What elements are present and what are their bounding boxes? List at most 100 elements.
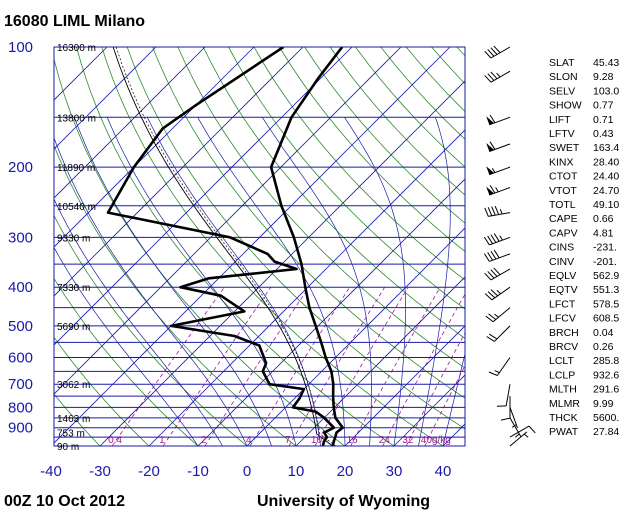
wind-barb-flag xyxy=(484,75,492,83)
wind-barb-staff xyxy=(505,384,511,406)
index-name: EQTV xyxy=(549,284,578,296)
wind-barb xyxy=(483,249,511,262)
index-value: 4.81 xyxy=(593,227,614,239)
index-name: LCLT xyxy=(549,355,574,367)
index-name: THCK xyxy=(549,412,578,424)
temperature-tick-label: 10 xyxy=(288,463,305,480)
pressure-tick-label: 700 xyxy=(8,376,33,393)
wind-barb-flag xyxy=(528,425,536,434)
isotherm xyxy=(54,47,353,346)
temperature-tick-label: -30 xyxy=(89,463,111,480)
wind-barb-staff xyxy=(509,425,530,438)
wind-barb xyxy=(496,384,511,407)
wind-barb-flag xyxy=(494,205,500,215)
index-value: 0.77 xyxy=(593,100,614,112)
index-value: -231. xyxy=(593,242,617,254)
index-value: 9.28 xyxy=(593,71,614,83)
height-label: 10540 m xyxy=(57,202,96,213)
isotherm xyxy=(54,47,157,150)
wind-barb xyxy=(485,307,511,323)
index-name: LFCT xyxy=(549,298,576,310)
moist-adiabat xyxy=(261,117,372,446)
moist-adiabat xyxy=(74,117,272,446)
moist-adiabat xyxy=(344,117,406,446)
moist-adiabat xyxy=(146,117,321,446)
mixing-ratio-line xyxy=(382,293,465,446)
index-name: PWAT xyxy=(549,426,579,438)
wind-barb-flag xyxy=(490,234,497,243)
pressure-axis: 100 200 300 400 500 600 700 800 900 xyxy=(8,39,33,437)
mixing-ratio-label: 40g/kg xyxy=(421,435,451,446)
wind-barb-half-flag xyxy=(499,209,503,215)
plot-frame xyxy=(53,46,466,447)
temperature-profile xyxy=(269,47,345,446)
wind-barb-flag xyxy=(490,47,498,55)
height-label: 16300 m xyxy=(57,43,96,54)
index-name: SHOW xyxy=(549,100,582,112)
height-label: 9330 m xyxy=(57,233,90,244)
wind-barb-half-flag xyxy=(523,433,529,438)
dry-adiabat xyxy=(54,214,248,446)
chart-title: 16080 LIML Milano xyxy=(4,13,145,30)
wind-barb-flag xyxy=(487,271,495,279)
index-name: VTOT xyxy=(549,185,577,197)
wind-barb xyxy=(500,396,511,421)
index-value: 9.99 xyxy=(593,398,614,410)
index-value: 5600. xyxy=(593,412,619,424)
index-name: BRCH xyxy=(549,327,579,339)
wind-barb-flag xyxy=(488,371,498,376)
wind-barb-staff xyxy=(489,187,511,196)
wind-barb-staff xyxy=(492,307,511,323)
isotherm xyxy=(295,276,465,446)
wind-barb-staff xyxy=(490,268,511,281)
wind-barb-flag xyxy=(493,233,500,242)
height-labels: 16300 m 13800 m 11890 m 10540 m 9330 m 7330 m… xyxy=(57,43,96,453)
wind-barb xyxy=(486,325,511,342)
pressure-tick-label: 500 xyxy=(8,318,33,335)
height-label: 90 m xyxy=(57,442,79,453)
dewpoint-profile xyxy=(106,47,336,446)
mixing-ratio-label: 1 xyxy=(159,435,165,446)
temperature-tick-label: 30 xyxy=(386,463,403,480)
mixing-ratio-label: 2 xyxy=(201,435,207,446)
isotherm xyxy=(393,374,465,446)
temperature-tick-label: -20 xyxy=(138,463,160,480)
pressure-tick-label: 400 xyxy=(8,279,33,296)
index-name: SWET xyxy=(549,142,580,154)
wind-barb xyxy=(486,184,511,196)
pressure-tick-label: 900 xyxy=(8,420,33,437)
mixing-ratio-label: 0.4 xyxy=(108,435,122,446)
wind-barb-half-flag xyxy=(495,187,499,193)
wind-barb-half-flag xyxy=(511,424,517,428)
index-value: 163.4 xyxy=(593,142,619,154)
pressure-tick-label: 300 xyxy=(8,229,33,246)
wind-barb-flag xyxy=(484,207,489,217)
parcel-curves xyxy=(112,47,336,446)
height-label: 13800 m xyxy=(57,113,96,124)
wind-barb-flag xyxy=(490,269,498,277)
index-name: LFTV xyxy=(549,128,575,140)
wind-barb xyxy=(483,233,511,246)
mixing-ratio-label: 24 xyxy=(379,435,391,446)
index-value: 24.40 xyxy=(593,171,619,183)
temperature-tick-label: 20 xyxy=(337,463,354,480)
wind-barb-staff xyxy=(488,212,511,217)
wind-barb-staff xyxy=(489,166,511,176)
temperature-tick-label: -10 xyxy=(187,463,209,480)
index-value: 28.40 xyxy=(593,156,619,168)
isotherm xyxy=(148,129,465,446)
wind-barb-staff xyxy=(494,325,511,342)
index-value: 45.43 xyxy=(593,57,619,69)
wind-barb-flag xyxy=(487,291,496,299)
mixing-ratio-line xyxy=(424,364,465,446)
moist-adiabat xyxy=(54,136,248,446)
wind-barb-flag xyxy=(493,45,501,54)
index-value: 0.66 xyxy=(593,213,614,225)
wind-barb xyxy=(486,166,511,176)
wind-barb xyxy=(509,407,518,429)
height-label: 11890 m xyxy=(57,163,95,174)
wind-barb-half-flag xyxy=(496,72,501,78)
index-name: SELV xyxy=(549,85,575,97)
isotherm xyxy=(246,227,465,446)
